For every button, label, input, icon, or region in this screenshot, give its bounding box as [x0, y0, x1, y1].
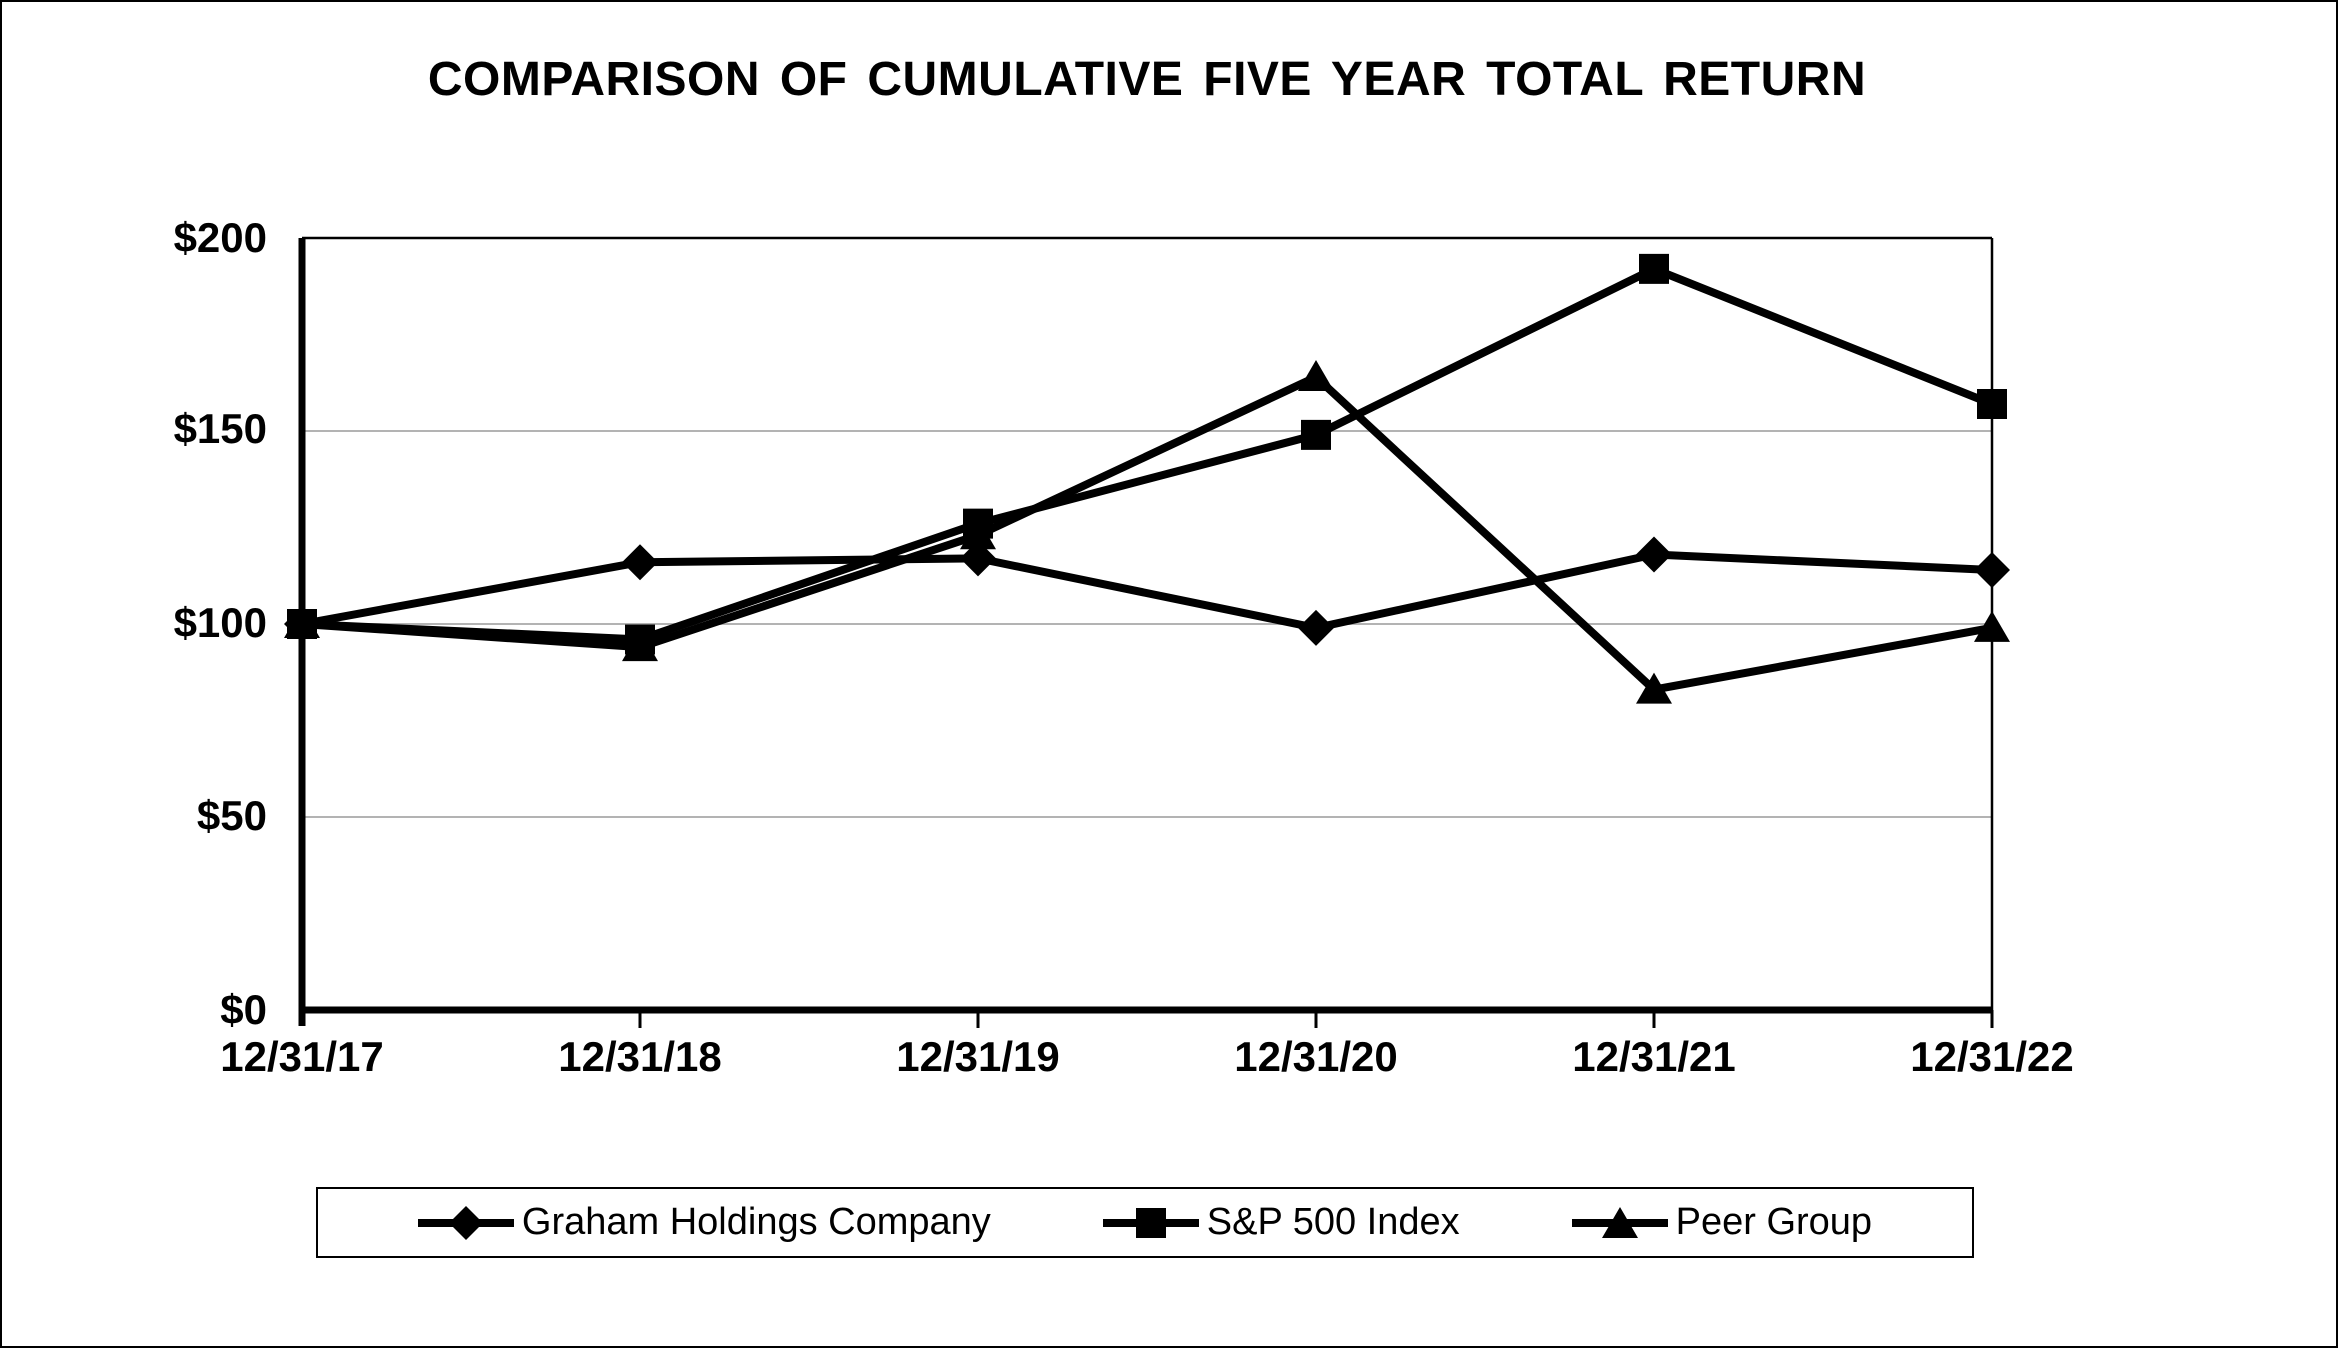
- marker-square: [1977, 388, 2007, 419]
- legend-item-peer-group: Peer Group: [1571, 1201, 1873, 1245]
- marker-triangle: [1298, 359, 1334, 391]
- marker-triangle: [1636, 672, 1672, 704]
- y-tick-label: $0: [220, 986, 267, 1033]
- marker-square: [625, 624, 655, 655]
- y-tick-label: $50: [196, 792, 267, 839]
- square-line-icon: [1102, 1207, 1199, 1238]
- legend: Graham Holdings Company S&P 500 Index Pe…: [316, 1187, 1974, 1258]
- legend-label: Graham Holdings Company: [521, 1201, 991, 1243]
- x-tick-label: 12/31/22: [1910, 1033, 2074, 1080]
- x-tick-label: 12/31/20: [1234, 1033, 1398, 1080]
- marker-triangle: [1974, 610, 2010, 642]
- legend-label: Peer Group: [1675, 1201, 1873, 1243]
- marker-square: [963, 508, 993, 539]
- series-line-triangle: [301, 372, 1993, 694]
- marker-diamond: [1636, 536, 1672, 573]
- series-line-diamond: [301, 550, 1993, 632]
- x-tick-label: 12/31/19: [896, 1033, 1060, 1080]
- x-tick-label: 12/31/21: [1572, 1033, 1736, 1080]
- marker-diamond: [1298, 609, 1334, 646]
- triangle-line-icon: [1571, 1206, 1668, 1238]
- marker-diamond: [622, 544, 658, 581]
- legend-item-graham-holdings: Graham Holdings Company: [417, 1201, 991, 1245]
- marker-diamond: [960, 540, 996, 577]
- marker-diamond: [1974, 551, 2010, 588]
- x-tick-label: 12/31/18: [558, 1033, 722, 1080]
- legend-label: S&P 500 Index: [1206, 1201, 1460, 1243]
- marker-square: [1639, 253, 1669, 284]
- legend-item-sp500: S&P 500 Index: [1102, 1201, 1460, 1245]
- x-tick-label: 12/31/17: [220, 1033, 384, 1080]
- y-tick-label: $150: [173, 405, 267, 452]
- marker-square: [1301, 419, 1331, 450]
- y-tick-label: $200: [173, 214, 267, 261]
- chart-title: COMPARISON OF CUMULATIVE FIVE YEAR TOTAL…: [427, 53, 1867, 106]
- y-tick-label: $100: [173, 599, 267, 646]
- marker-square: [287, 609, 317, 639]
- diamond-line-icon: [417, 1205, 514, 1240]
- series-line-square: [301, 264, 1994, 644]
